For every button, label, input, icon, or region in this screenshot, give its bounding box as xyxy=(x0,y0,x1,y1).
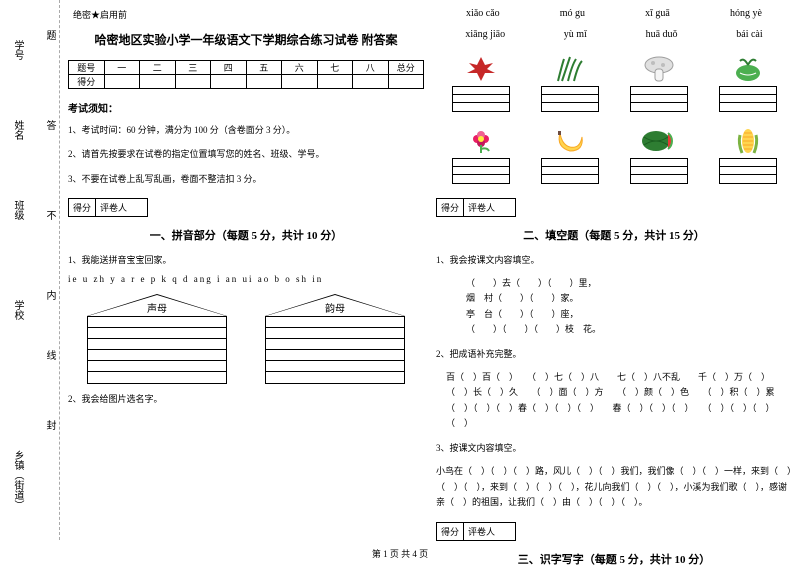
score-box: 得分 评卷人 xyxy=(436,522,516,541)
margin-char: 线 xyxy=(42,350,57,360)
margin-char: 封 xyxy=(42,420,57,430)
watermelon-icon xyxy=(640,126,678,156)
score-table: 题号一二三四五六七八总分 得分 xyxy=(68,60,424,89)
house-label-1: 声母 xyxy=(87,300,227,315)
pic-row-1 xyxy=(436,54,792,112)
score-box: 得分 评卷人 xyxy=(436,198,516,217)
left-column: 绝密★启用前 哈密地区实验小学一年级语文下学期综合练习试卷 附答案 题号一二三四… xyxy=(68,8,424,540)
corn-icon xyxy=(729,126,767,156)
pic-row-2 xyxy=(436,126,792,184)
margin-label: 乡镇（街道） xyxy=(10,450,25,510)
page-footer: 第 1 页 共 4 页 xyxy=(0,547,800,560)
s2-q1-fills: （ ）去（ ）（ ）里， 烟 村（ ）（ ）家。 亭 台（ ）（ ）座， （ ）… xyxy=(436,276,792,337)
marker-label: 评卷人 xyxy=(464,199,499,216)
house-label-2: 韵母 xyxy=(265,300,405,315)
house-row: 声母 韵母 xyxy=(68,294,424,384)
flower-icon xyxy=(462,126,500,156)
marker-label: 评卷人 xyxy=(96,199,131,216)
margin-label: 学号 xyxy=(10,40,25,60)
score-label: 得分 xyxy=(437,199,464,216)
notice-1: 1、考试时间：60 分钟，满分为 100 分（含卷面分 3 分）。 xyxy=(68,123,424,137)
margin-char: 答 xyxy=(42,120,57,130)
mushroom-icon xyxy=(640,54,678,84)
s2-q3-fills: 小鸟在（ ）（ ）（ ）路，风儿（ ）（ ）我们，我们像（ ）（ ）一样，来到（… xyxy=(436,464,792,510)
pinyin-word: bái cài xyxy=(736,29,762,40)
s2-q2-fills: 百（ ）百（ ） （ ）七（ ）八 七（ ）八不乱 千（ ）万（ ） （ ）长（… xyxy=(436,370,792,431)
pinyin-word: xī guā xyxy=(645,8,670,19)
pinyin-letters: ie u zh y a r e p k q d ang i an ui ao b… xyxy=(68,274,424,284)
exam-title: 哈密地区实验小学一年级语文下学期综合练习试卷 附答案 xyxy=(68,31,424,48)
banana-icon xyxy=(551,126,589,156)
s2-q3: 3、按课文内容填空。 xyxy=(436,441,792,454)
pinyin-word: yù mǐ xyxy=(564,29,587,40)
maple-leaf-icon xyxy=(462,54,500,84)
pinyin-word: xiǎo cǎo xyxy=(466,8,500,19)
house-shengmu: 声母 xyxy=(87,294,227,384)
s2-q2: 2、把成语补充完整。 xyxy=(436,347,792,360)
pinyin-row-1: xiǎo cǎo mó gu xī guā hóng yè xyxy=(436,8,792,19)
score-label: 得分 xyxy=(437,523,464,540)
margin-label: 姓名 xyxy=(10,120,25,140)
q2-text: 2、我会给图片选名字。 xyxy=(68,392,424,405)
right-column: xiǎo cǎo mó gu xī guā hóng yè xiāng jiāo… xyxy=(436,8,792,540)
pinyin-row-2: xiāng jiāo yù mǐ huā duǒ bái cài xyxy=(436,29,792,40)
q1-text: 1、我能送拼音宝宝回家。 xyxy=(68,253,424,266)
margin-label: 班级 xyxy=(10,200,25,220)
pinyin-word: huā duǒ xyxy=(646,29,678,40)
margin-char: 不 xyxy=(42,210,57,220)
notice-2: 2、请首先按要求在试卷的指定位置填写您的姓名、班级、学号。 xyxy=(68,147,424,161)
pinyin-word: mó gu xyxy=(560,8,585,19)
marker-label: 评卷人 xyxy=(464,523,499,540)
score-label: 得分 xyxy=(69,199,96,216)
margin-char: 内 xyxy=(42,290,57,300)
section-1-heading: 一、拼音部分（每题 5 分，共计 10 分） xyxy=(68,227,424,243)
house-yunmu: 韵母 xyxy=(265,294,405,384)
pinyin-word: xiāng jiāo xyxy=(465,29,505,40)
binding-margin: 学号 姓名 班级 学校 乡镇（街道） 题 答 不 内 线 封 xyxy=(0,0,60,540)
pinyin-word: hóng yè xyxy=(730,8,762,19)
notice-3: 3、不要在试卷上乱写乱画，卷面不整洁扣 3 分。 xyxy=(68,172,424,186)
grass-icon xyxy=(551,54,589,84)
exam-notice-label: 考试须知： xyxy=(68,100,424,115)
cabbage-icon xyxy=(729,54,767,84)
margin-char: 题 xyxy=(42,30,57,40)
s2-q1: 1、我会按课文内容填空。 xyxy=(436,253,792,266)
section-2-heading: 二、填空题（每题 5 分，共计 15 分） xyxy=(436,227,792,243)
confidential-label: 绝密★启用前 xyxy=(73,8,424,21)
score-box: 得分 评卷人 xyxy=(68,198,148,217)
margin-label: 学校 xyxy=(10,300,25,320)
